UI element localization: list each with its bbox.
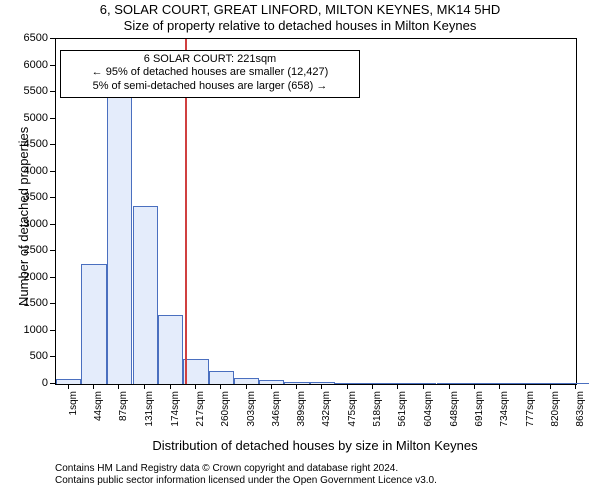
y-tick-mark bbox=[50, 171, 55, 172]
x-tick-mark bbox=[93, 384, 94, 389]
annotation-box: 6 SOLAR COURT: 221sqm← 95% of detached h… bbox=[60, 50, 360, 98]
credits-text: Contains HM Land Registry data © Crown c… bbox=[55, 463, 437, 487]
y-tick-label: 5500 bbox=[24, 85, 48, 97]
x-tick-mark bbox=[296, 384, 297, 389]
x-tick-mark bbox=[372, 384, 373, 389]
y-tick-mark bbox=[50, 118, 55, 119]
y-tick-mark bbox=[50, 91, 55, 92]
x-tick-label: 518sqm bbox=[372, 391, 383, 441]
y-tick-mark bbox=[50, 330, 55, 331]
histogram-bar bbox=[107, 97, 132, 384]
histogram-bar bbox=[564, 383, 589, 384]
histogram-bar bbox=[386, 383, 411, 384]
histogram-bar bbox=[488, 383, 513, 384]
x-tick-mark bbox=[449, 384, 450, 389]
y-tick-label: 6000 bbox=[24, 59, 48, 71]
x-tick-mark bbox=[499, 384, 500, 389]
y-tick-mark bbox=[50, 224, 55, 225]
histogram-bar bbox=[513, 383, 538, 384]
credits-line1: Contains HM Land Registry data © Crown c… bbox=[55, 463, 437, 475]
x-tick-label: 475sqm bbox=[347, 391, 358, 441]
x-tick-mark bbox=[144, 384, 145, 389]
y-tick-label: 6500 bbox=[24, 32, 48, 44]
x-tick-label: 44sqm bbox=[93, 391, 104, 441]
y-tick-label: 0 bbox=[42, 377, 48, 389]
histogram-bar bbox=[158, 315, 183, 384]
y-axis-label: Number of detached properties bbox=[16, 126, 31, 305]
histogram-bar bbox=[133, 206, 158, 384]
x-tick-label: 561sqm bbox=[397, 391, 408, 441]
x-tick-label: 604sqm bbox=[423, 391, 434, 441]
x-tick-mark bbox=[397, 384, 398, 389]
x-tick-mark bbox=[550, 384, 551, 389]
histogram-bar bbox=[284, 382, 309, 384]
y-tick-mark bbox=[50, 65, 55, 66]
x-tick-label: 217sqm bbox=[195, 391, 206, 441]
histogram-bar bbox=[183, 359, 208, 384]
x-tick-label: 777sqm bbox=[525, 391, 536, 441]
x-tick-mark bbox=[474, 384, 475, 389]
y-tick-label: 5000 bbox=[24, 112, 48, 124]
y-tick-mark bbox=[50, 277, 55, 278]
x-tick-mark bbox=[575, 384, 576, 389]
y-tick-mark bbox=[50, 197, 55, 198]
x-tick-mark bbox=[170, 384, 171, 389]
credits-line2: Contains public sector information licen… bbox=[55, 475, 437, 487]
y-tick-mark bbox=[50, 250, 55, 251]
x-tick-mark bbox=[321, 384, 322, 389]
x-tick-label: 1sqm bbox=[68, 391, 79, 441]
annotation-line: ← 95% of detached houses are smaller (12… bbox=[67, 66, 353, 80]
histogram-bar bbox=[437, 383, 462, 384]
x-tick-mark bbox=[271, 384, 272, 389]
y-tick-label: 1000 bbox=[24, 324, 48, 336]
x-tick-label: 87sqm bbox=[118, 391, 129, 441]
x-tick-label: 260sqm bbox=[220, 391, 231, 441]
y-tick-label: 500 bbox=[30, 350, 48, 362]
y-tick-mark bbox=[50, 383, 55, 384]
x-tick-mark bbox=[423, 384, 424, 389]
x-tick-label: 174sqm bbox=[170, 391, 181, 441]
x-tick-label: 820sqm bbox=[550, 391, 561, 441]
x-tick-label: 131sqm bbox=[144, 391, 155, 441]
x-tick-mark bbox=[347, 384, 348, 389]
histogram-bar bbox=[360, 383, 385, 384]
y-tick-mark bbox=[50, 38, 55, 39]
y-tick-mark bbox=[50, 303, 55, 304]
x-tick-label: 346sqm bbox=[271, 391, 282, 441]
annotation-line: 5% of semi-detached houses are larger (6… bbox=[67, 80, 353, 94]
x-tick-label: 303sqm bbox=[246, 391, 257, 441]
x-tick-mark bbox=[68, 384, 69, 389]
chart-plot-area: 6 SOLAR COURT: 221sqm← 95% of detached h… bbox=[55, 38, 577, 385]
x-tick-mark bbox=[220, 384, 221, 389]
x-tick-mark bbox=[525, 384, 526, 389]
histogram-bar bbox=[234, 378, 259, 384]
x-tick-label: 648sqm bbox=[449, 391, 460, 441]
histogram-bar bbox=[81, 264, 106, 384]
y-tick-mark bbox=[50, 144, 55, 145]
y-tick-mark bbox=[50, 356, 55, 357]
histogram-bar bbox=[209, 371, 234, 384]
x-tick-label: 863sqm bbox=[575, 391, 586, 441]
chart-title-line2: Size of property relative to detached ho… bbox=[0, 18, 600, 34]
histogram-bar bbox=[56, 379, 81, 384]
x-tick-label: 432sqm bbox=[321, 391, 332, 441]
chart-title-line1: 6, SOLAR COURT, GREAT LINFORD, MILTON KE… bbox=[0, 0, 600, 18]
x-tick-mark bbox=[118, 384, 119, 389]
x-tick-label: 734sqm bbox=[499, 391, 510, 441]
x-tick-mark bbox=[246, 384, 247, 389]
x-tick-label: 691sqm bbox=[474, 391, 485, 441]
x-tick-mark bbox=[195, 384, 196, 389]
histogram-bar bbox=[310, 382, 335, 384]
x-axis-label: Distribution of detached houses by size … bbox=[55, 438, 575, 453]
annotation-line: 6 SOLAR COURT: 221sqm bbox=[67, 53, 353, 67]
x-tick-label: 389sqm bbox=[296, 391, 307, 441]
